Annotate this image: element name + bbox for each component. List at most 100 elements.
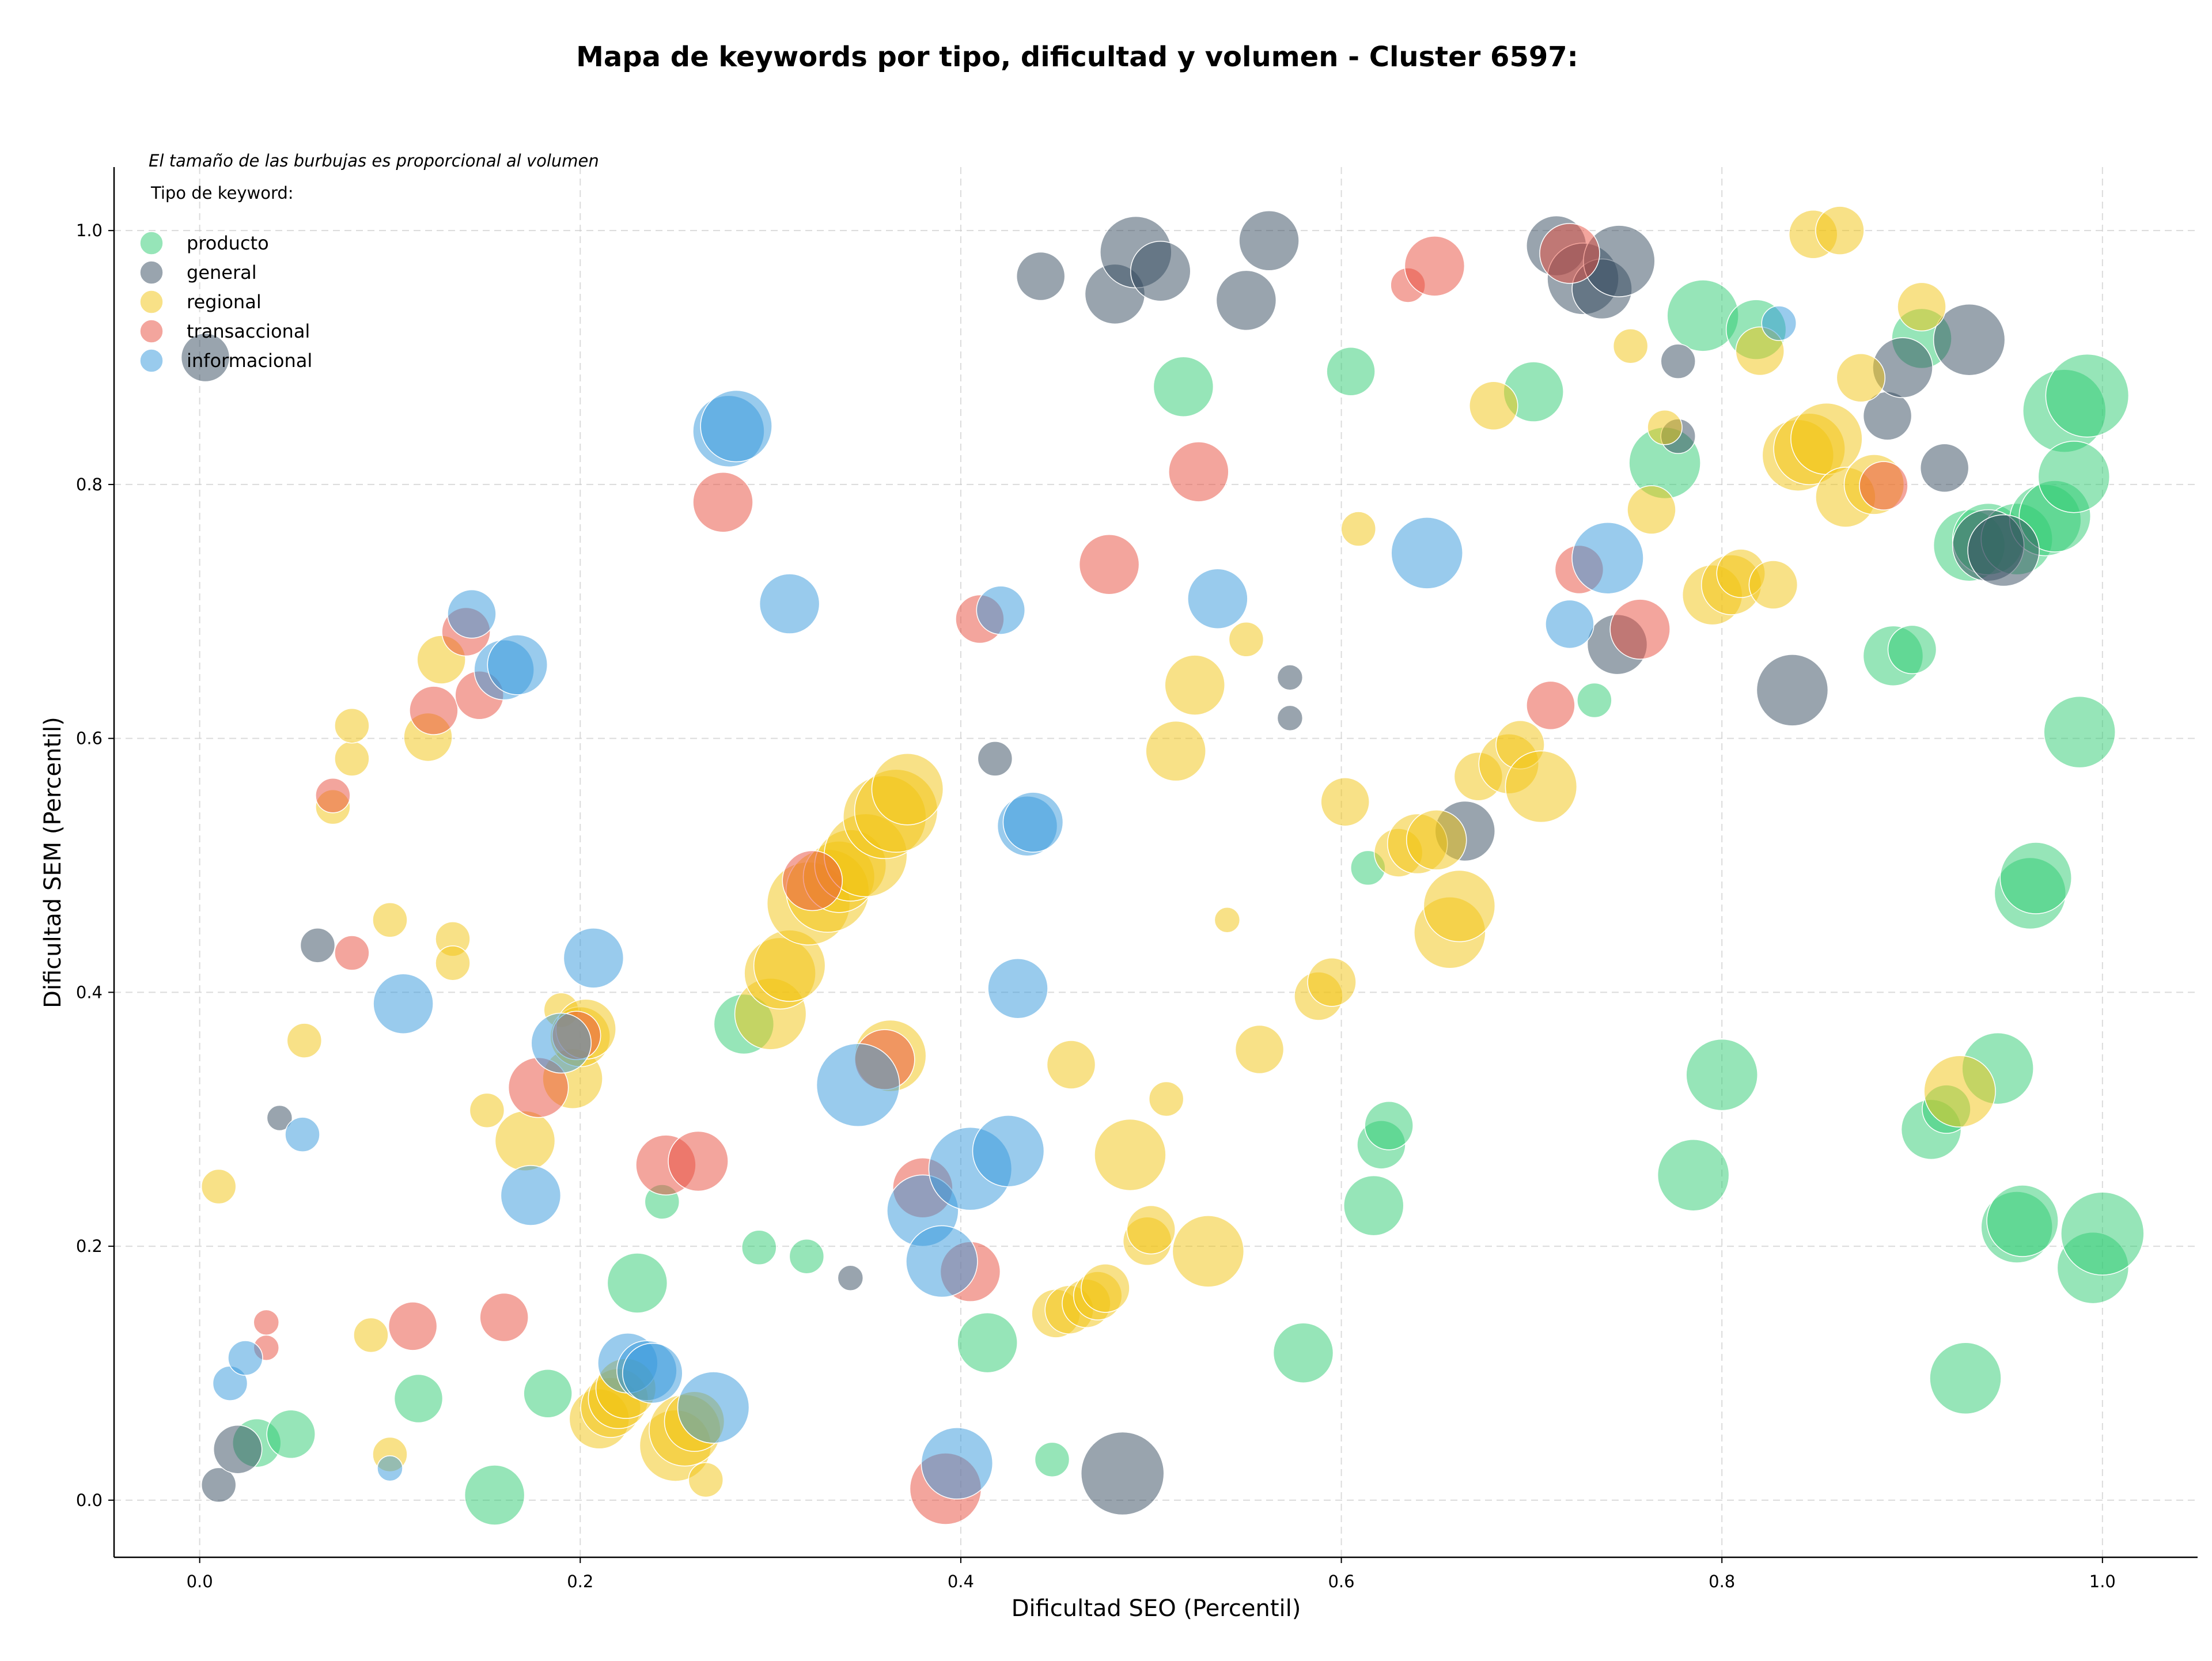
- bubble-transaccional: [782, 850, 843, 911]
- bubble-producto: [2045, 353, 2130, 438]
- bubble-regional: [1923, 1055, 1996, 1128]
- y-tick-label: 0.8: [76, 475, 103, 494]
- y-axis-label: Dificultad SEM (Percentil): [40, 717, 66, 1008]
- bubble-informacional: [1545, 599, 1594, 649]
- bubble-informacional: [487, 634, 548, 695]
- bubble-regional: [1081, 1263, 1130, 1313]
- bubble-transaccional: [1078, 534, 1140, 595]
- bubble-producto: [741, 1229, 777, 1266]
- bubble-regional: [1214, 907, 1241, 933]
- x-tick-label: 1.0: [2089, 1572, 2116, 1591]
- bubble-producto: [2043, 695, 2116, 769]
- bubble-general: [1080, 1431, 1165, 1516]
- bubble-general: [1967, 514, 2040, 587]
- bubble-regional: [1340, 511, 1377, 547]
- bubble-regional: [1234, 1024, 1285, 1074]
- bubble-producto: [1986, 1185, 2059, 1257]
- bubble-producto: [789, 1238, 825, 1274]
- bubble-producto: [1272, 1322, 1334, 1383]
- bubble-regional: [469, 1092, 505, 1129]
- bubble-general: [1215, 270, 1277, 331]
- bubble-informacional: [987, 958, 1048, 1019]
- bubble-regional: [1612, 328, 1649, 364]
- bubble-producto: [2061, 1191, 2145, 1276]
- bubble-informacional: [1187, 568, 1248, 629]
- bubble-informacional: [1391, 517, 1463, 589]
- bubble-producto: [1685, 1038, 1758, 1111]
- bubble-transaccional: [668, 1130, 729, 1192]
- bubble-informacional: [447, 589, 497, 639]
- bubble-transaccional: [1168, 441, 1229, 502]
- bubble-general: [1660, 343, 1696, 379]
- bubble-transaccional: [692, 472, 753, 533]
- bubble-regional: [1307, 957, 1357, 1007]
- x-tick-label: 0.6: [1328, 1572, 1354, 1591]
- bubble-regional: [1469, 381, 1518, 431]
- size-note: El tamaño de las burbujas es proporciona…: [149, 151, 599, 171]
- bubble-regional: [1627, 485, 1676, 535]
- bubble-informacional: [1002, 792, 1064, 853]
- bubble-informacional: [906, 1225, 978, 1298]
- bubble-regional: [871, 753, 944, 826]
- y-tick-label: 0.6: [76, 729, 103, 748]
- bubble-regional: [494, 1110, 556, 1171]
- legend-marker-transaccional: [139, 319, 164, 343]
- legend-label-general: general: [187, 262, 257, 283]
- bubble-informacional: [228, 1340, 263, 1376]
- bubble-informacional: [972, 1115, 1045, 1187]
- bubble-general: [837, 1265, 864, 1291]
- bubble-producto: [393, 1374, 444, 1424]
- legend-label-producto: producto: [187, 232, 269, 254]
- bubble-producto: [1343, 1175, 1404, 1236]
- bubble-regional: [286, 1023, 323, 1058]
- bubble-informacional: [377, 1455, 403, 1482]
- bubble-general: [1756, 654, 1829, 727]
- bubble-regional: [1172, 1215, 1245, 1288]
- bubble-general: [1130, 240, 1191, 302]
- bubble-regional: [334, 707, 370, 744]
- bubble-informacional: [563, 928, 624, 989]
- axes: 0.0 0.2 0.4 0.6 0.8 1.0 0.0 0.2 0.4 0.6 0.8 1.0: [76, 167, 2198, 1591]
- bubble-regional: [372, 902, 408, 938]
- bubble-regional: [1406, 809, 1467, 871]
- bubble-informacional: [816, 1043, 900, 1127]
- bubble-producto: [1153, 356, 1214, 417]
- bubble-regional: [200, 1168, 237, 1205]
- bubble-general: [213, 1424, 263, 1474]
- bubble-regional: [1164, 654, 1225, 716]
- y-tick-label: 0.0: [76, 1490, 103, 1510]
- bubble-informacional: [1571, 521, 1644, 595]
- bubble-producto: [1034, 1441, 1070, 1478]
- bubble-regional: [1423, 869, 1496, 943]
- bubble-general: [1238, 210, 1300, 271]
- bubble-producto: [1999, 842, 2072, 914]
- bubble-regional: [688, 1462, 724, 1498]
- bubble-producto: [1364, 1101, 1414, 1151]
- bubble-transaccional: [334, 935, 370, 971]
- bubble-general: [200, 1467, 237, 1503]
- x-tick-label: 0.0: [187, 1572, 213, 1591]
- bubble-regional: [1505, 750, 1578, 823]
- bubble-general: [1016, 251, 1066, 301]
- legend-label-transaccional: transaccional: [187, 320, 310, 342]
- bubble-informacional: [759, 573, 820, 634]
- bubble-producto: [464, 1465, 525, 1526]
- bubble-transaccional: [1539, 223, 1600, 284]
- bubble-regional: [1148, 1081, 1184, 1117]
- chart-title: Mapa de keywords por tipo, dificultad y …: [576, 41, 1578, 73]
- bubble-regional: [1126, 1205, 1176, 1255]
- legend-marker-producto: [139, 231, 164, 255]
- bubble-informacional: [921, 1427, 994, 1500]
- bubble-informacional: [373, 973, 434, 1034]
- bubble-regional: [1046, 1040, 1096, 1089]
- bubble-regional: [1790, 402, 1863, 475]
- x-tick-label: 0.8: [1709, 1572, 1735, 1591]
- bubble-regional: [1897, 282, 1946, 332]
- bubble-transaccional: [1859, 461, 1908, 510]
- bubble-general: [1277, 664, 1304, 691]
- legend-marker-regional: [139, 290, 164, 314]
- x-tick-label: 0.4: [948, 1572, 974, 1591]
- bubble-informacional: [1761, 305, 1797, 341]
- bubble-transaccional: [1404, 236, 1465, 297]
- bubble-general: [1933, 303, 2006, 376]
